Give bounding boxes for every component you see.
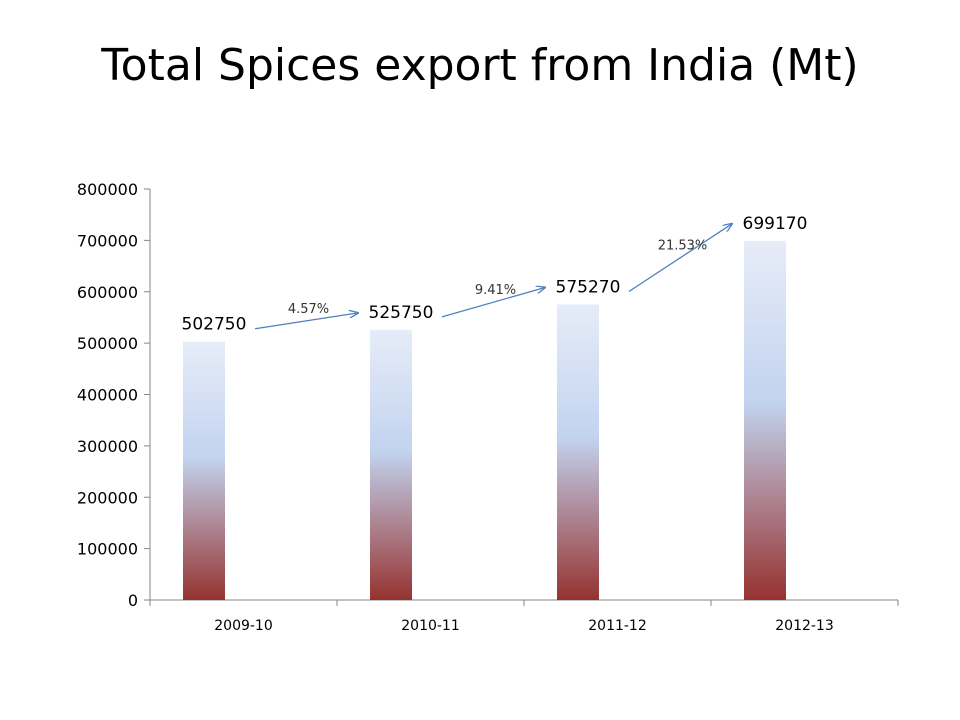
- bar: [370, 329, 412, 600]
- y-tick-label: 300000: [77, 437, 138, 456]
- growth-arrow: [628, 224, 732, 292]
- growth-label: 9.41%: [475, 283, 516, 298]
- y-tick-label: 200000: [77, 488, 138, 507]
- bars: [183, 240, 786, 601]
- y-tick-label: 800000: [77, 180, 138, 199]
- bar: [183, 341, 225, 600]
- y-tick-label: 100000: [77, 540, 138, 559]
- x-axis: 2009-10 2010-11 2011-12 2012-13: [149, 599, 899, 634]
- data-labels: 502750 525750 575270 699170: [182, 214, 808, 335]
- growth-label: 21.53%: [658, 239, 708, 254]
- data-label: 575270: [556, 277, 621, 297]
- y-tick-label: 500000: [77, 334, 138, 353]
- bar: [557, 304, 599, 600]
- x-tick-label: 2010-11: [401, 618, 460, 634]
- y-axis: 0 100000 200000 300000 400000 500000 600000 700…: [77, 180, 151, 610]
- chart-title: Total Spices export from India (Mt): [101, 40, 859, 91]
- growth-label: 4.57%: [288, 302, 329, 317]
- x-tick-label: 2011-12: [588, 618, 647, 634]
- growth-arrow: [254, 313, 358, 330]
- y-tick-label: 0: [128, 591, 138, 610]
- x-tick-label: 2009-10: [214, 618, 273, 634]
- y-tick-label: 700000: [77, 231, 138, 250]
- growth-arrows: 4.57% 9.41% 21.53%: [254, 224, 732, 330]
- data-label: 502750: [182, 315, 247, 335]
- data-label: 699170: [743, 214, 808, 234]
- bar: [744, 240, 786, 601]
- y-tick-label: 600000: [77, 283, 138, 302]
- data-label: 525750: [369, 303, 434, 323]
- y-tick-label: 400000: [77, 386, 138, 405]
- x-tick-label: 2012-13: [775, 618, 834, 634]
- growth-arrow: [441, 287, 545, 318]
